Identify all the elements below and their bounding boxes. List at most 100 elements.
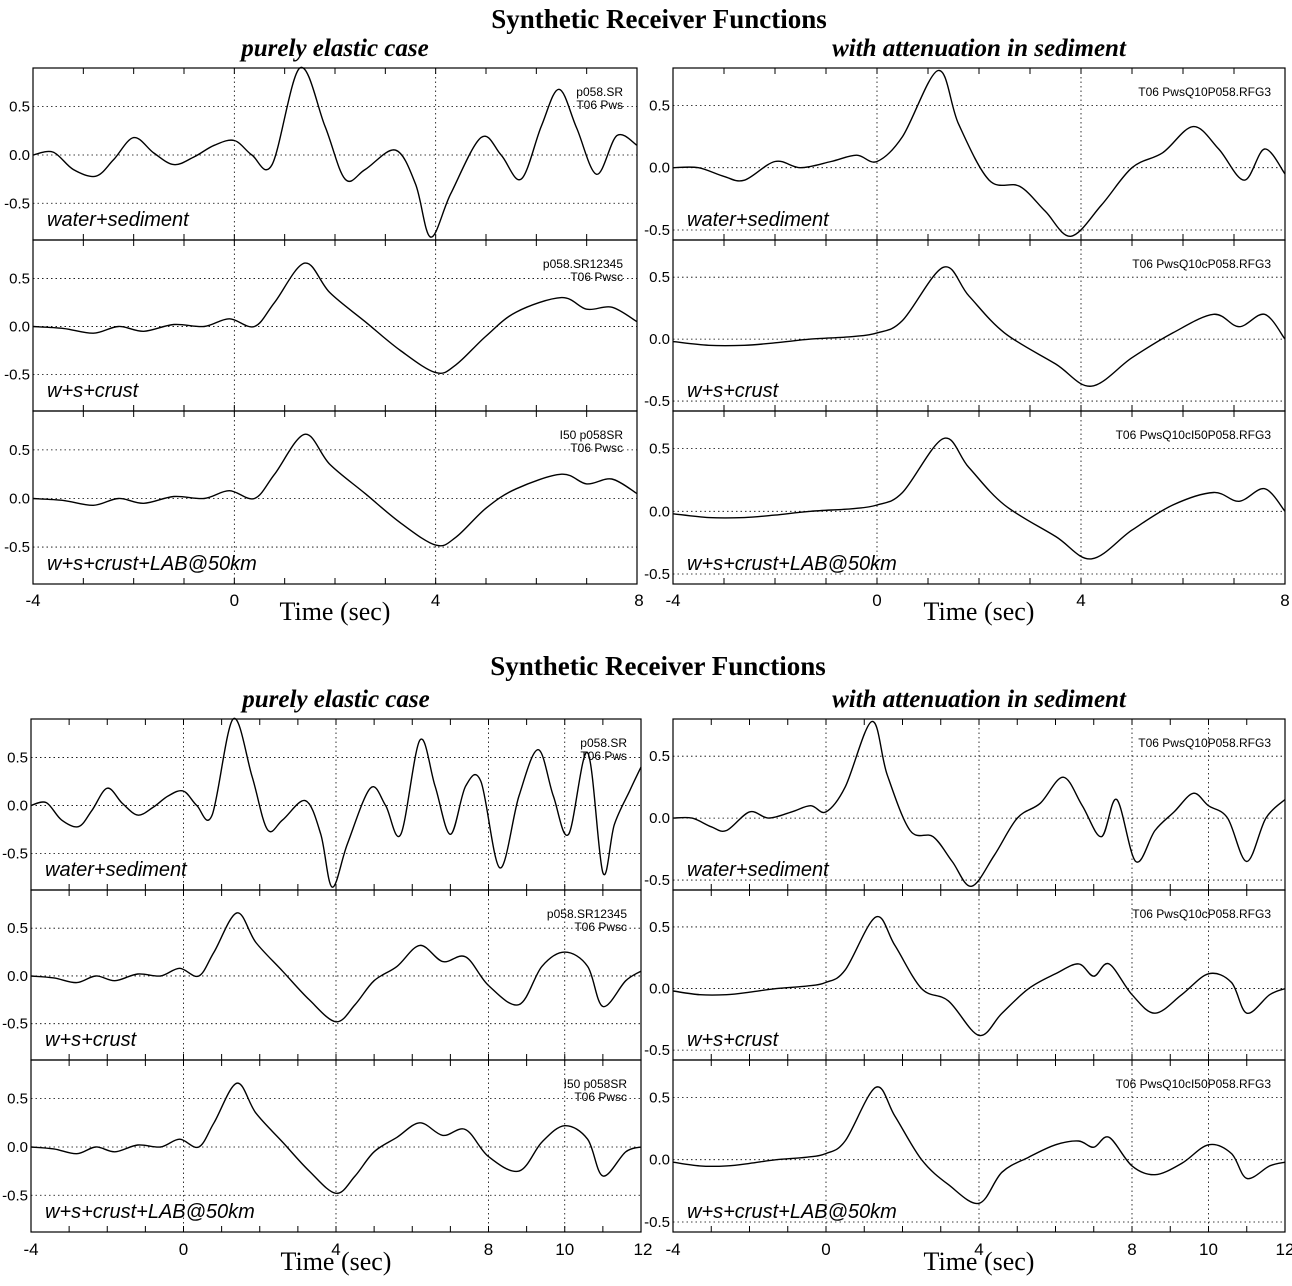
panel-label: water+sediment	[47, 209, 190, 231]
y-tick-label: 0.5	[7, 1091, 28, 1108]
trace-tag: T06 PwsQ10P058.RFG3	[1138, 85, 1271, 99]
panel-1: 0.5 0.0 -0.5 T06 PwsQ10P058.RFG3 water+sedim…	[644, 718, 1286, 891]
series-line	[32, 433, 638, 547]
trace-tag: I50 p058SR	[560, 428, 624, 442]
trace-tag: p058.SR	[580, 736, 627, 750]
trace-tag: T06 PwsQ10cP058.RFG3	[1132, 907, 1271, 921]
x-tick-label: 4	[331, 1240, 340, 1259]
trace-tag: I50 p058SR	[564, 1077, 628, 1091]
x-axis-label: Time (sec)	[281, 1247, 392, 1276]
x-tick-label: -4	[665, 1240, 680, 1259]
panel-label: water+sediment	[45, 859, 188, 881]
y-tick-label: -0.5	[644, 222, 670, 239]
y-tick-label: -0.5	[4, 195, 30, 212]
trace-tag: T06 Pwsc	[570, 441, 623, 455]
y-tick-label: -0.5	[644, 1042, 670, 1059]
y-tick-label: -0.5	[2, 1187, 28, 1204]
y-tick-label: 0.5	[649, 1089, 670, 1106]
trace-tag: p058.SR	[576, 85, 623, 99]
figure-2: Synthetic Receiver Functions purely elast…	[2, 651, 1292, 1276]
series-line	[672, 266, 1286, 387]
y-tick-label: -0.5	[2, 1016, 28, 1033]
y-tick-label: 0.0	[649, 160, 670, 177]
y-tick-label: 0.0	[9, 318, 30, 335]
x-tick-label: 10	[1199, 1240, 1218, 1259]
panel-2: 0.5 0.0 -0.5 T06 PwsQ10cP058.RFG3 w+s+crust	[644, 239, 1286, 412]
series-line	[672, 720, 1286, 887]
x-tick-label: -4	[25, 591, 40, 610]
column-elastic: purely elastic case0.50.0-0.5p058.SRT06 …	[2, 686, 652, 1276]
y-tick-label: 0.5	[649, 269, 670, 286]
panel-3: 0.5 0.0 -0.5 T06 PwsQ10cI50P058.RFG3 w+s+cru…	[644, 1059, 1286, 1233]
panel-frame	[672, 410, 1286, 585]
trace-tag: T06 Pwsc	[574, 1090, 627, 1104]
column-elastic: purely elastic case0.50.0-0.5p058.SRT06 …	[4, 35, 644, 626]
panel-label: water+sediment	[687, 209, 830, 231]
x-axis-label: Time (sec)	[924, 1247, 1035, 1276]
column-title: with attenuation in sediment	[832, 686, 1127, 713]
x-tick-label: -4	[665, 591, 680, 610]
y-tick-label: -0.5	[4, 539, 30, 556]
y-tick-label: 0.0	[649, 503, 670, 520]
series-line	[672, 69, 1286, 237]
trace-tag: T06 Pws	[580, 749, 627, 763]
y-tick-label: 0.5	[9, 270, 30, 287]
y-tick-label: 0.5	[9, 99, 30, 116]
series-line	[30, 1082, 642, 1195]
trace-tag: T06 PwsQ10P058.RFG3	[1138, 736, 1271, 750]
y-tick-label: 0.0	[7, 968, 28, 985]
panel-label: w+s+crust	[687, 380, 780, 402]
y-tick-label: -0.5	[644, 872, 670, 889]
x-tick-label: -4	[23, 1240, 38, 1259]
y-tick-label: 0.5	[649, 97, 670, 114]
trace-tag: T06 Pws	[576, 98, 623, 112]
trace-tag: T06 Pwsc	[570, 270, 623, 284]
series-line	[32, 66, 638, 238]
y-tick-label: -0.5	[644, 393, 670, 410]
panel-label: w+s+crust	[45, 1029, 138, 1051]
column-title: with attenuation in sediment	[832, 35, 1127, 62]
trace-tag: p058.SR12345	[547, 907, 627, 921]
panel-frame	[32, 410, 638, 585]
series-line	[32, 262, 638, 374]
panel-label: water+sediment	[687, 859, 830, 881]
column-attenuation: with attenuation in sediment 0.5 0.0 -0.5 T0…	[644, 686, 1292, 1276]
y-tick-label: 0.0	[7, 797, 28, 814]
panel-label: w+s+crust+LAB@50km	[45, 1201, 255, 1223]
y-tick-label: -0.5	[644, 1214, 670, 1231]
x-tick-label: 4	[431, 591, 440, 610]
panel-label: w+s+crust	[687, 1029, 780, 1051]
trace-tag: T06 PwsQ10cP058.RFG3	[1132, 257, 1271, 271]
series-line	[672, 1086, 1286, 1205]
y-tick-label: 0.0	[649, 1152, 670, 1169]
panel-2: 0.5 0.0 -0.5 T06 PwsQ10cP058.RFG3 w+s+crust	[644, 889, 1286, 1061]
y-tick-label: -0.5	[4, 366, 30, 383]
x-tick-label: 0	[230, 591, 239, 610]
trace-tag: T06 PwsQ10cI50P058.RFG3	[1116, 428, 1272, 442]
x-tick-label: 0	[821, 1240, 830, 1259]
y-tick-label: 0.5	[649, 919, 670, 936]
trace-tag: T06 Pwsc	[574, 920, 627, 934]
panel-label: w+s+crust+LAB@50km	[687, 1201, 897, 1223]
trace-tag: p058.SR12345	[543, 257, 623, 271]
x-tick-label: 8	[1280, 591, 1289, 610]
x-tick-label: 0	[179, 1240, 188, 1259]
y-tick-label: 0.5	[7, 749, 28, 766]
y-tick-label: -0.5	[644, 566, 670, 583]
x-tick-label: 10	[555, 1240, 574, 1259]
panel-label: w+s+crust+LAB@50km	[47, 553, 257, 575]
figure-1: Synthetic Receiver Functions purely elast…	[4, 4, 1290, 626]
x-tick-label: 12	[1276, 1240, 1292, 1259]
y-tick-label: 0.5	[9, 442, 30, 459]
series-line	[30, 912, 642, 1023]
y-tick-label: 0.5	[649, 748, 670, 765]
figure-title: Synthetic Receiver Functions	[491, 4, 826, 34]
column-attenuation: with attenuation in sediment 0.5 0.0 -0.5 T0…	[644, 35, 1290, 626]
y-tick-label: -0.5	[2, 845, 28, 862]
x-axis-label: Time (sec)	[280, 597, 391, 626]
y-tick-label: 0.5	[7, 920, 28, 937]
x-tick-label: 4	[1076, 591, 1085, 610]
